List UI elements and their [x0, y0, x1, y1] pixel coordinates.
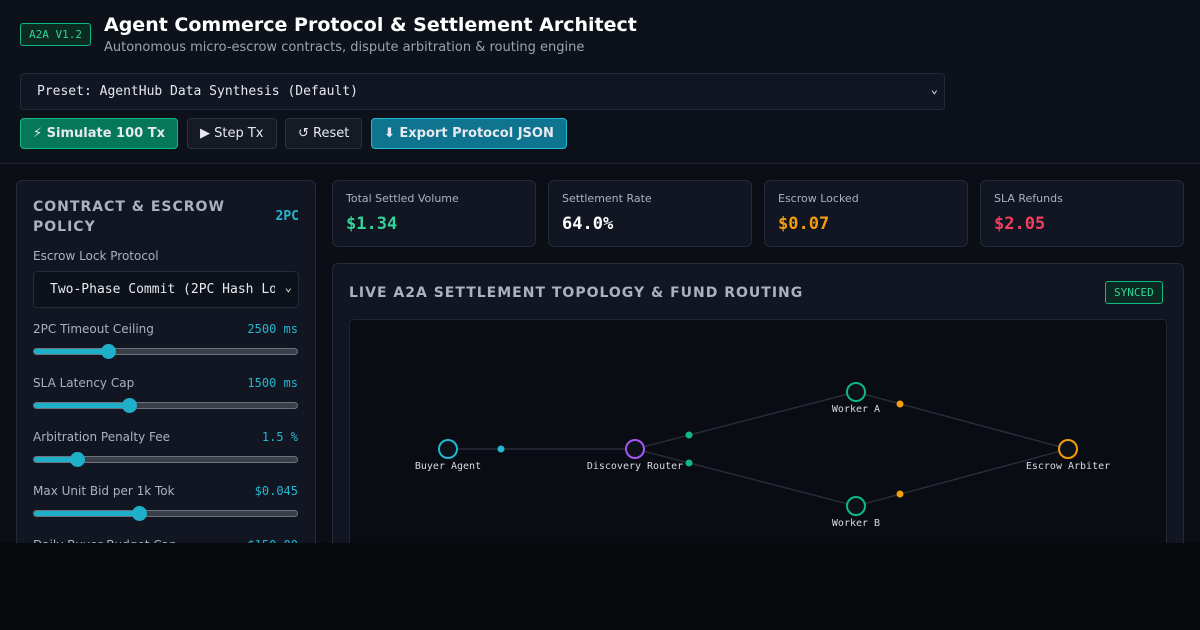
edge — [634, 448, 857, 507]
edge — [855, 448, 1069, 507]
policy-panel: CONTRACT & ESCROW POLICY 2PC Escrow Lock… — [16, 180, 316, 543]
edge — [855, 391, 1069, 450]
slider-value: $150.00 — [247, 538, 298, 543]
kpi-value: $2.05 — [994, 214, 1046, 234]
slider[interactable] — [33, 452, 298, 467]
slider-value: 1.5 % — [261, 430, 298, 444]
panel-tag: 2PC — [275, 209, 299, 224]
preset-text: Preset: AgentHub Data Synthesis (Default… — [37, 84, 358, 99]
title: Agent Commerce Protocol & Settlement Arc… — [104, 14, 637, 36]
packet — [685, 431, 693, 439]
packet — [497, 445, 505, 453]
node[interactable] — [846, 496, 866, 516]
slider-fill — [34, 511, 140, 516]
kpi-value: $0.07 — [778, 214, 830, 234]
slider-label: Daily Buyer Budget Cap — [33, 538, 177, 543]
reset-button[interactable]: ↺ Reset — [285, 118, 363, 149]
kpi-card: Total Settled Volume $1.34 — [332, 180, 536, 247]
slider-value: 2500 ms — [247, 322, 298, 336]
node[interactable] — [438, 439, 458, 459]
topology-canvas: Buyer Agent Discovery Router Worker A Wo… — [349, 319, 1167, 543]
slider-thumb[interactable] — [132, 506, 148, 521]
kpi-value: 64.0% — [562, 214, 614, 234]
kpi-label: SLA Refunds — [994, 192, 1063, 205]
lock-text: Two-Phase Commit (2PC Hash Lock) — [50, 282, 275, 297]
topology-panel: LIVE A2A SETTLEMENT TOPOLOGY & FUND ROUT… — [332, 263, 1184, 543]
topology-graph: Buyer Agent Discovery Router Worker A Wo… — [415, 382, 1110, 529]
node-label: Escrow Arbiter — [1026, 461, 1110, 472]
slider-value: 1500 ms — [247, 376, 298, 390]
edge — [634, 391, 857, 450]
slider-label: Arbitration Penalty Fee — [33, 430, 171, 444]
node[interactable] — [1058, 439, 1078, 459]
app: A2A V1.2 Agent Commerce Protocol & Settl… — [0, 0, 1200, 543]
slider-fill — [34, 349, 108, 354]
kpi-label: Total Settled Volume — [346, 192, 459, 205]
subtitle: Autonomous micro-escrow contracts, dispu… — [104, 40, 585, 55]
lock-label: Escrow Lock Protocol — [33, 249, 159, 263]
simulate-button[interactable]: ⚡ Simulate 100 Tx — [20, 118, 178, 149]
kpi-card: SLA Refunds $2.05 — [980, 180, 1184, 247]
step-button[interactable]: ▶ Step Tx — [187, 118, 277, 149]
slider[interactable] — [33, 398, 298, 413]
version-badge: A2A V1.2 — [20, 23, 91, 46]
export-button[interactable]: ⬇ Export Protocol JSON — [371, 118, 567, 149]
node-label: Discovery Router — [587, 461, 683, 472]
slider-label: 2PC Timeout Ceiling — [33, 322, 154, 336]
kpi-card: Settlement Rate 64.0% — [548, 180, 752, 247]
node[interactable] — [625, 439, 645, 459]
node[interactable] — [846, 382, 866, 402]
status-badge: SYNCED — [1105, 281, 1163, 304]
preset-select[interactable]: Preset: AgentHub Data Synthesis (Default… — [20, 73, 945, 110]
packet — [685, 459, 693, 467]
slider-fill — [34, 403, 129, 408]
slider-thumb[interactable] — [70, 452, 86, 467]
slider-thumb[interactable] — [121, 398, 137, 413]
packet — [896, 490, 904, 498]
slider-thumb[interactable] — [100, 344, 116, 359]
panel-title: CONTRACT & ESCROW POLICY — [33, 199, 225, 235]
kpi-label: Settlement Rate — [562, 192, 652, 205]
slider-label: Max Unit Bid per 1k Tok — [33, 484, 175, 498]
node-label: Worker B — [832, 518, 880, 529]
header: A2A V1.2 Agent Commerce Protocol & Settl… — [0, 0, 1200, 164]
kpi-value: $1.34 — [346, 214, 398, 234]
node-label: Worker A — [832, 404, 880, 415]
node-label: Buyer Agent — [415, 461, 481, 472]
topology-title: LIVE A2A SETTLEMENT TOPOLOGY & FUND ROUT… — [349, 285, 804, 301]
slider-label: SLA Latency Cap — [33, 376, 135, 390]
packet — [896, 400, 904, 408]
slider-value: $0.045 — [254, 484, 298, 498]
kpi-card: Escrow Locked $0.07 — [764, 180, 968, 247]
slider[interactable] — [33, 506, 298, 521]
lock-select[interactable]: Two-Phase Commit (2PC Hash Lock)⌄ — [33, 271, 299, 308]
slider[interactable] — [33, 344, 298, 359]
slider-fill — [34, 457, 78, 462]
kpi-label: Escrow Locked — [778, 192, 859, 205]
